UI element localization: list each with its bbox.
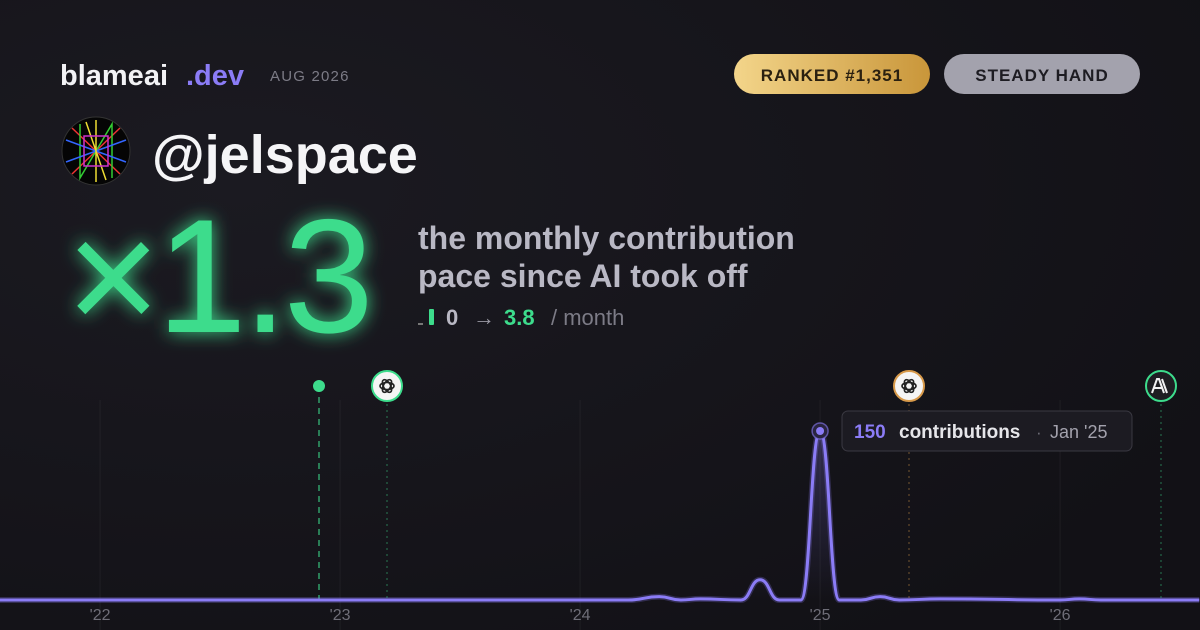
to-value: 3.8 (504, 305, 535, 330)
x-tick-label: '25 (810, 607, 831, 624)
chart: '22 '23 '24 '25 '26 (0, 400, 1200, 630)
brand: blameai (60, 60, 168, 92)
event-markers (313, 370, 1177, 600)
x-tick-label: '26 (1050, 607, 1071, 624)
tooltip-separator: · (1036, 423, 1042, 442)
x-tick-label: '23 (330, 607, 351, 624)
brand-suffix: .dev (186, 60, 244, 92)
avatar (61, 116, 131, 186)
arrow: → (473, 305, 495, 330)
tooltip: 150 contributions · Jan '25 (841, 410, 1133, 452)
rank-text: RANKED #1,351 (761, 66, 903, 85)
user-handle: @jelspace (152, 125, 418, 185)
style-badge (944, 54, 1140, 94)
tooltip-date: Jan '25 (1050, 422, 1107, 442)
rank-badge (734, 54, 930, 94)
date: AUG 2026 (270, 68, 350, 85)
style-text: STEADY HAND (975, 66, 1108, 85)
tooltip-label: contributions (899, 422, 1020, 443)
description-line: the monthly contribution (418, 220, 795, 256)
unit: / month (551, 305, 624, 330)
description-line: pace since AI took off (418, 258, 748, 294)
from-value: 0 (446, 305, 458, 330)
x-tick-label: '22 (90, 607, 111, 624)
mini-bars (418, 309, 434, 325)
line (0, 429, 1200, 602)
x-tick-label: '24 (570, 607, 591, 624)
peak-point (816, 426, 825, 435)
tooltip-value: 150 (854, 422, 886, 443)
multiplier: ×1.3 (66, 186, 370, 367)
